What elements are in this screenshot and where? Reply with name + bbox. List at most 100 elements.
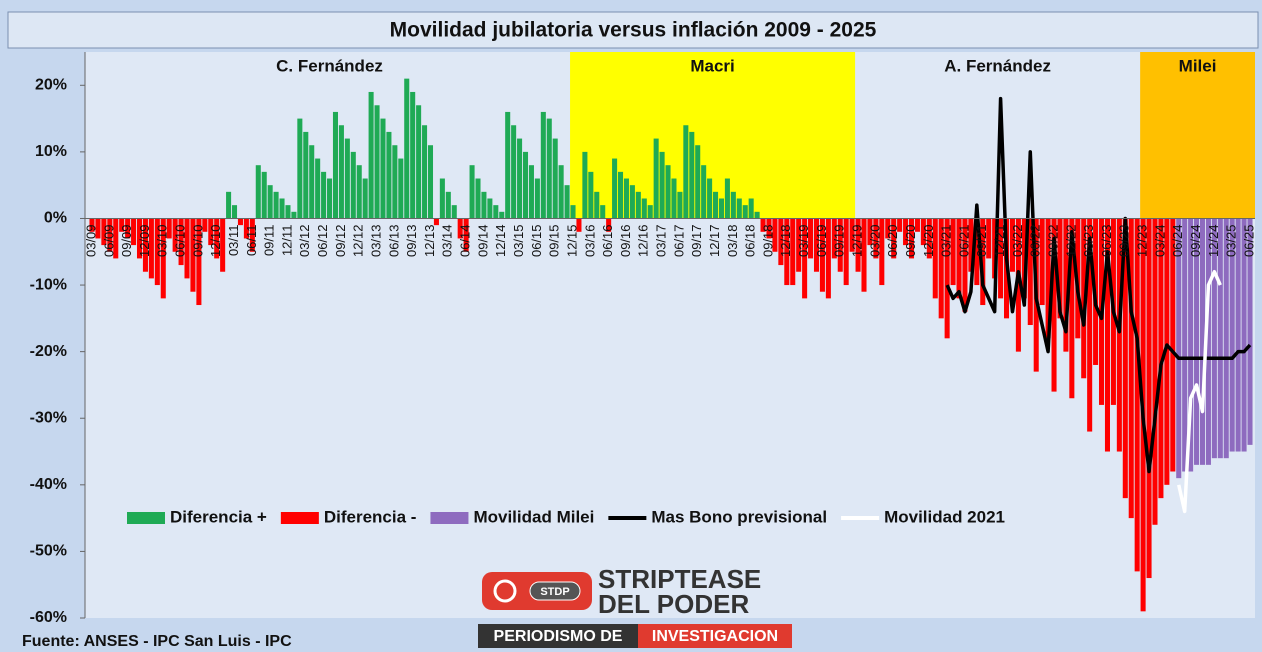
x-tick-label: 03/20 xyxy=(867,224,882,257)
bar xyxy=(908,218,915,259)
x-tick-label: 03/16 xyxy=(582,224,597,257)
bar xyxy=(522,151,529,219)
legend-label: Movilidad Milei xyxy=(473,507,594,526)
bar xyxy=(1045,218,1051,339)
bar xyxy=(433,218,439,226)
x-tick-label: 06/09 xyxy=(101,224,116,257)
bar xyxy=(1134,218,1140,572)
bar xyxy=(154,218,160,286)
bar xyxy=(1199,218,1206,465)
x-tick-label: 12/20 xyxy=(921,224,936,257)
bar xyxy=(1122,218,1128,499)
bar xyxy=(475,178,481,219)
bar xyxy=(677,191,683,219)
source: Fuente: ANSES - IPC San Luis - IPC xyxy=(22,633,292,650)
logo-icon xyxy=(493,579,517,603)
x-tick-label: 03/24 xyxy=(1152,224,1167,257)
legend-swatch xyxy=(430,512,469,524)
bar xyxy=(534,178,540,219)
y-tick-label: 20% xyxy=(35,77,67,94)
axes: -60%-50%-40%-30%-20%-10%0%10%20%03/09 06/… xyxy=(30,52,1256,626)
bar xyxy=(315,158,321,219)
bar xyxy=(825,218,831,299)
x-tick-label: 09/10 xyxy=(190,224,205,257)
bar xyxy=(113,218,119,259)
bar xyxy=(148,218,154,279)
bar xyxy=(819,218,825,292)
bar xyxy=(332,111,339,219)
x-tick-label: 06/12 xyxy=(315,224,330,257)
line xyxy=(945,96,1252,474)
bar xyxy=(772,218,778,252)
bar xyxy=(160,218,166,299)
bar xyxy=(89,218,95,232)
logo-pill xyxy=(529,581,581,601)
bar xyxy=(172,218,178,252)
bar xyxy=(713,191,719,219)
x-tick-label: 09/09 xyxy=(119,224,134,257)
bar xyxy=(932,218,938,299)
x-tick-label: 03/19 xyxy=(796,224,811,257)
bar xyxy=(914,218,920,232)
bar xyxy=(1057,218,1063,319)
x-tick-label: 06/16 xyxy=(600,224,615,257)
bar xyxy=(136,218,143,259)
bar xyxy=(802,218,808,299)
bar xyxy=(1223,218,1229,459)
bar xyxy=(279,198,285,219)
bar xyxy=(119,218,125,232)
x-tick-label: 12/12 xyxy=(351,224,366,257)
bar xyxy=(101,218,107,246)
bar xyxy=(410,91,416,219)
bar xyxy=(968,218,974,272)
y-tick-label: -10% xyxy=(30,276,67,293)
bar xyxy=(855,218,861,272)
bar xyxy=(843,218,849,286)
y-tick-label: -50% xyxy=(30,543,67,560)
bar xyxy=(891,218,897,259)
bar xyxy=(754,211,760,219)
x-tick-label: 06/25 xyxy=(1241,224,1256,257)
x-tick-label: 12/21 xyxy=(992,224,1007,257)
bar xyxy=(511,125,517,219)
x-tick-label: 06/21 xyxy=(956,224,971,257)
bar xyxy=(463,218,469,252)
bar xyxy=(1182,218,1188,472)
bar xyxy=(796,218,802,272)
bar xyxy=(992,218,998,279)
bar xyxy=(273,191,279,219)
bar xyxy=(291,211,297,219)
bar xyxy=(1170,218,1176,472)
bar xyxy=(231,205,238,219)
x-tick-label: 06/13 xyxy=(386,224,401,257)
bar xyxy=(1194,218,1200,465)
bar xyxy=(321,171,327,219)
bar xyxy=(380,118,386,219)
x-tick-label: 03/11 xyxy=(226,224,241,256)
period-band xyxy=(1140,52,1255,219)
x-tick-label: 12/10 xyxy=(208,224,223,257)
bar xyxy=(956,218,962,299)
bar xyxy=(214,218,220,259)
x-tick-label: 12/22 xyxy=(1063,224,1078,257)
legend-label: Diferencia + xyxy=(170,507,267,526)
bar xyxy=(766,218,772,239)
bar xyxy=(1164,218,1170,485)
y-tick-label: -30% xyxy=(30,409,67,426)
bar xyxy=(540,111,546,219)
legend-label: Movilidad 2021 xyxy=(884,507,1005,526)
bar xyxy=(986,218,992,259)
bar xyxy=(481,191,487,219)
bar xyxy=(707,178,713,219)
y-tick-label: 10% xyxy=(35,143,67,160)
bar xyxy=(1152,218,1158,525)
y-tick-label: 0% xyxy=(44,210,67,227)
bar xyxy=(1063,218,1069,352)
bar xyxy=(653,138,659,219)
x-tick-label: 06/15 xyxy=(529,224,544,257)
bar xyxy=(517,138,523,219)
bar xyxy=(220,218,226,272)
bar xyxy=(867,218,873,246)
x-tick-label: 09/18 xyxy=(760,224,775,257)
bar xyxy=(178,218,184,266)
